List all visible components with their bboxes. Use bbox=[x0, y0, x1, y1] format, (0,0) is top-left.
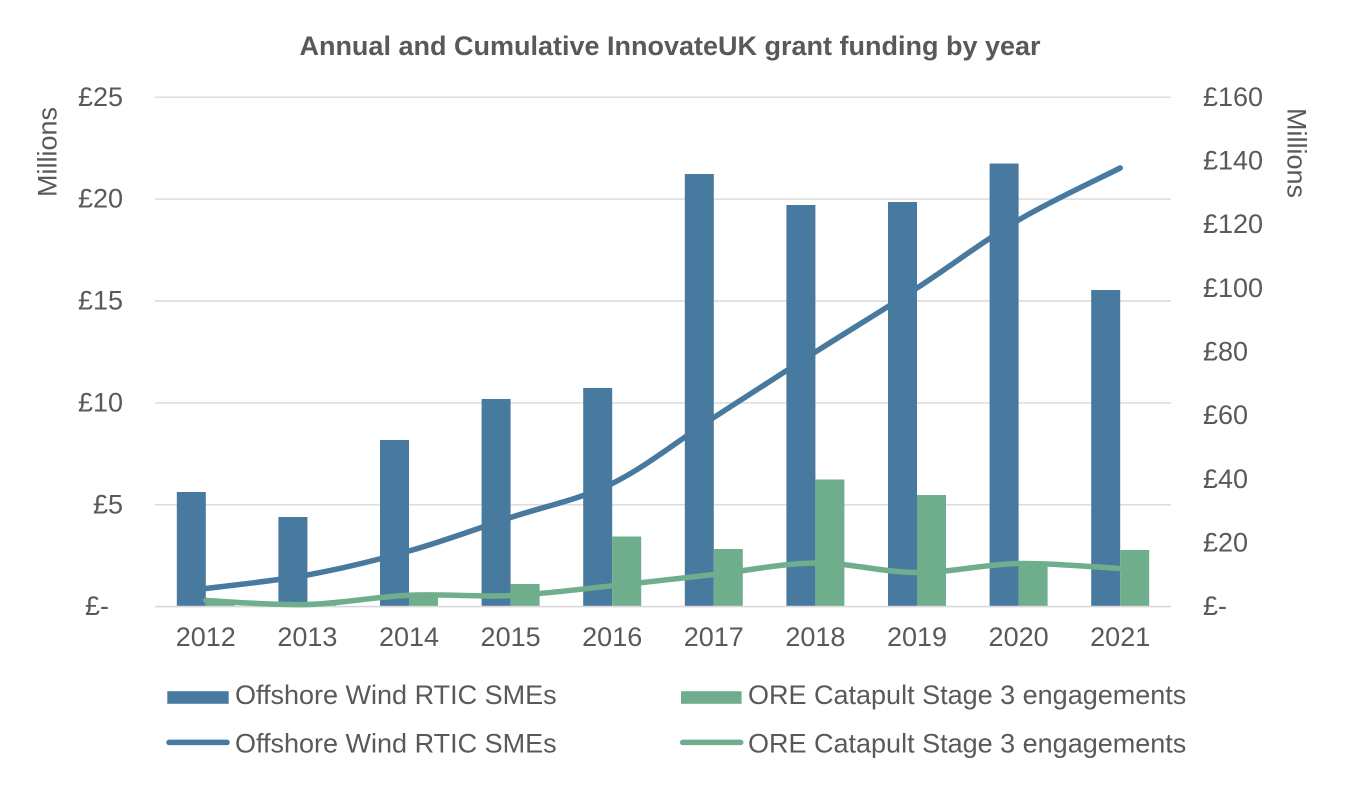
svg-text:2013: 2013 bbox=[277, 622, 337, 652]
svg-text:£160: £160 bbox=[1203, 82, 1263, 112]
svg-text:£60: £60 bbox=[1203, 400, 1248, 430]
svg-text:£5: £5 bbox=[93, 489, 123, 519]
svg-text:£10: £10 bbox=[78, 388, 123, 418]
svg-text:ORE Catapult Stage 3 engagemen: ORE Catapult Stage 3 engagements bbox=[748, 680, 1186, 710]
svg-text:£100: £100 bbox=[1203, 273, 1263, 303]
svg-text:£-: £- bbox=[85, 591, 109, 621]
svg-text:£20: £20 bbox=[78, 184, 123, 214]
svg-text:Offshore Wind RTIC SMEs: Offshore Wind RTIC SMEs bbox=[235, 680, 557, 710]
svg-text:2019: 2019 bbox=[887, 622, 947, 652]
svg-text:Millions: Millions bbox=[33, 107, 63, 197]
svg-text:2017: 2017 bbox=[684, 622, 744, 652]
svg-text:£120: £120 bbox=[1203, 209, 1263, 239]
svg-text:£40: £40 bbox=[1203, 464, 1248, 494]
svg-text:2016: 2016 bbox=[582, 622, 642, 652]
svg-text:£25: £25 bbox=[78, 82, 123, 112]
svg-text:£140: £140 bbox=[1203, 146, 1263, 176]
svg-text:2021: 2021 bbox=[1090, 622, 1150, 652]
svg-text:2012: 2012 bbox=[176, 622, 236, 652]
svg-text:2014: 2014 bbox=[379, 622, 439, 652]
svg-text:£15: £15 bbox=[78, 286, 123, 316]
svg-text:Millions: Millions bbox=[1282, 108, 1312, 198]
svg-text:ORE Catapult Stage 3 engagemen: ORE Catapult Stage 3 engagements bbox=[748, 728, 1186, 758]
svg-text:Offshore Wind RTIC SMEs: Offshore Wind RTIC SMEs bbox=[235, 728, 557, 758]
svg-text:£-: £- bbox=[1203, 591, 1227, 621]
svg-text:2018: 2018 bbox=[785, 622, 845, 652]
svg-text:2015: 2015 bbox=[481, 622, 541, 652]
svg-text:£80: £80 bbox=[1203, 337, 1248, 367]
svg-text:£20: £20 bbox=[1203, 528, 1248, 558]
svg-text:Annual and Cumulative Innovate: Annual and Cumulative InnovateUK grant f… bbox=[299, 31, 1041, 61]
svg-text:2020: 2020 bbox=[989, 622, 1049, 652]
